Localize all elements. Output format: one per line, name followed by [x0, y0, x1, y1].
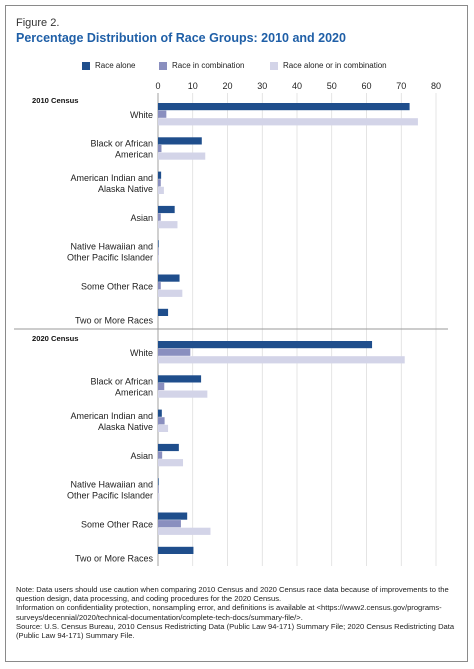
bar [158, 144, 162, 153]
category-label: American Indian and [70, 411, 153, 421]
bar [158, 118, 418, 126]
bar [158, 289, 183, 297]
bar [158, 443, 179, 452]
bar [158, 356, 405, 364]
bar [158, 451, 163, 459]
x-tick-label: 10 [188, 81, 198, 91]
bar [158, 179, 161, 187]
x-tick-label: 40 [292, 81, 302, 91]
bar [158, 274, 180, 282]
x-tick-label: 0 [155, 81, 160, 91]
bar [158, 459, 184, 467]
notes: Note: Data users should use caution when… [16, 585, 461, 640]
bar [158, 424, 169, 432]
bar [158, 341, 373, 349]
bar [158, 520, 181, 528]
legend-item-race-alone: Race alone [82, 61, 135, 70]
category-label: American [115, 388, 153, 398]
x-tick-label: 60 [361, 81, 371, 91]
bar [158, 493, 160, 501]
category-label: Some Other Race [81, 519, 153, 529]
category-label: American [115, 150, 153, 160]
bar [158, 186, 164, 194]
bar [158, 485, 159, 493]
category-label: Two or More Races [75, 554, 154, 564]
bar [158, 348, 191, 356]
legend-label-race-alone: Race alone [95, 61, 136, 70]
bar [158, 221, 178, 229]
category-label: Black or African [90, 377, 153, 387]
note-text: Note: Data users should use caution when… [16, 585, 449, 604]
x-tick-label: 70 [396, 81, 406, 91]
category-label: Two or More Races [75, 316, 154, 326]
category-label: American Indian and [70, 173, 153, 183]
bar [158, 382, 165, 391]
bar [158, 512, 188, 520]
category-label: Other Pacific Islander [67, 253, 153, 263]
category-label: Some Other Race [81, 281, 153, 291]
category-label: Alaska Native [98, 184, 153, 194]
legend-swatch-race-alone [82, 61, 90, 70]
category-label: White [130, 110, 153, 120]
x-tick-label: 80 [431, 81, 441, 91]
figure-label: Figure 2. [16, 17, 60, 29]
note-info-text: Information on confidentiality protectio… [16, 603, 442, 622]
bar [158, 247, 159, 255]
bar [158, 213, 161, 221]
panel-label: 2010 Census [32, 96, 78, 105]
bar [158, 308, 169, 316]
bar [158, 103, 410, 111]
category-label: Alaska Native [98, 422, 153, 432]
category-label: Asian [130, 451, 153, 461]
category-label: Native Hawaiian and [70, 480, 153, 490]
legend-swatch-race-in-combination [159, 61, 167, 70]
bar [158, 282, 161, 290]
bar [158, 110, 167, 118]
legend-item-race-in-combination: Race in combination [159, 61, 244, 70]
legend-swatch-race-alone-or-in-combination [270, 61, 278, 70]
category-label: Native Hawaiian and [70, 242, 153, 252]
bar [158, 417, 165, 425]
bar [158, 478, 159, 486]
x-tick-label: 50 [327, 81, 337, 91]
bar [158, 240, 159, 248]
figure-frame [5, 5, 468, 662]
legend-label-race-in-combination: Race in combination [172, 61, 245, 70]
legend-item-race-alone-or-in-combination: Race alone or in combination [270, 61, 387, 70]
source-text: Source: U.S. Census Bureau, 2010 Census … [16, 621, 455, 641]
bar [158, 390, 208, 398]
category-label: Other Pacific Islander [67, 491, 153, 501]
chart-title: Percentage Distribution of Race Groups: … [16, 31, 346, 45]
chart-canvas: 0 10 20 30 40 50 60 70 80 2010 Census White Black o… [14, 81, 448, 566]
bar [158, 255, 160, 263]
bar [158, 205, 175, 214]
bar [158, 375, 202, 383]
category-label: Black or African [90, 139, 153, 149]
bar [158, 137, 202, 145]
legend-label-race-alone-or-in-combination: Race alone or in combination [283, 61, 387, 70]
bar [158, 171, 162, 179]
bar [158, 527, 211, 535]
x-tick-label: 30 [257, 81, 267, 91]
category-label: Asian [130, 213, 153, 223]
x-tick-label: 20 [222, 81, 232, 91]
panel-label: 2020 Census [32, 334, 78, 343]
bar [158, 152, 206, 160]
bar [158, 546, 194, 554]
category-label: White [130, 348, 153, 358]
bar [158, 409, 162, 417]
